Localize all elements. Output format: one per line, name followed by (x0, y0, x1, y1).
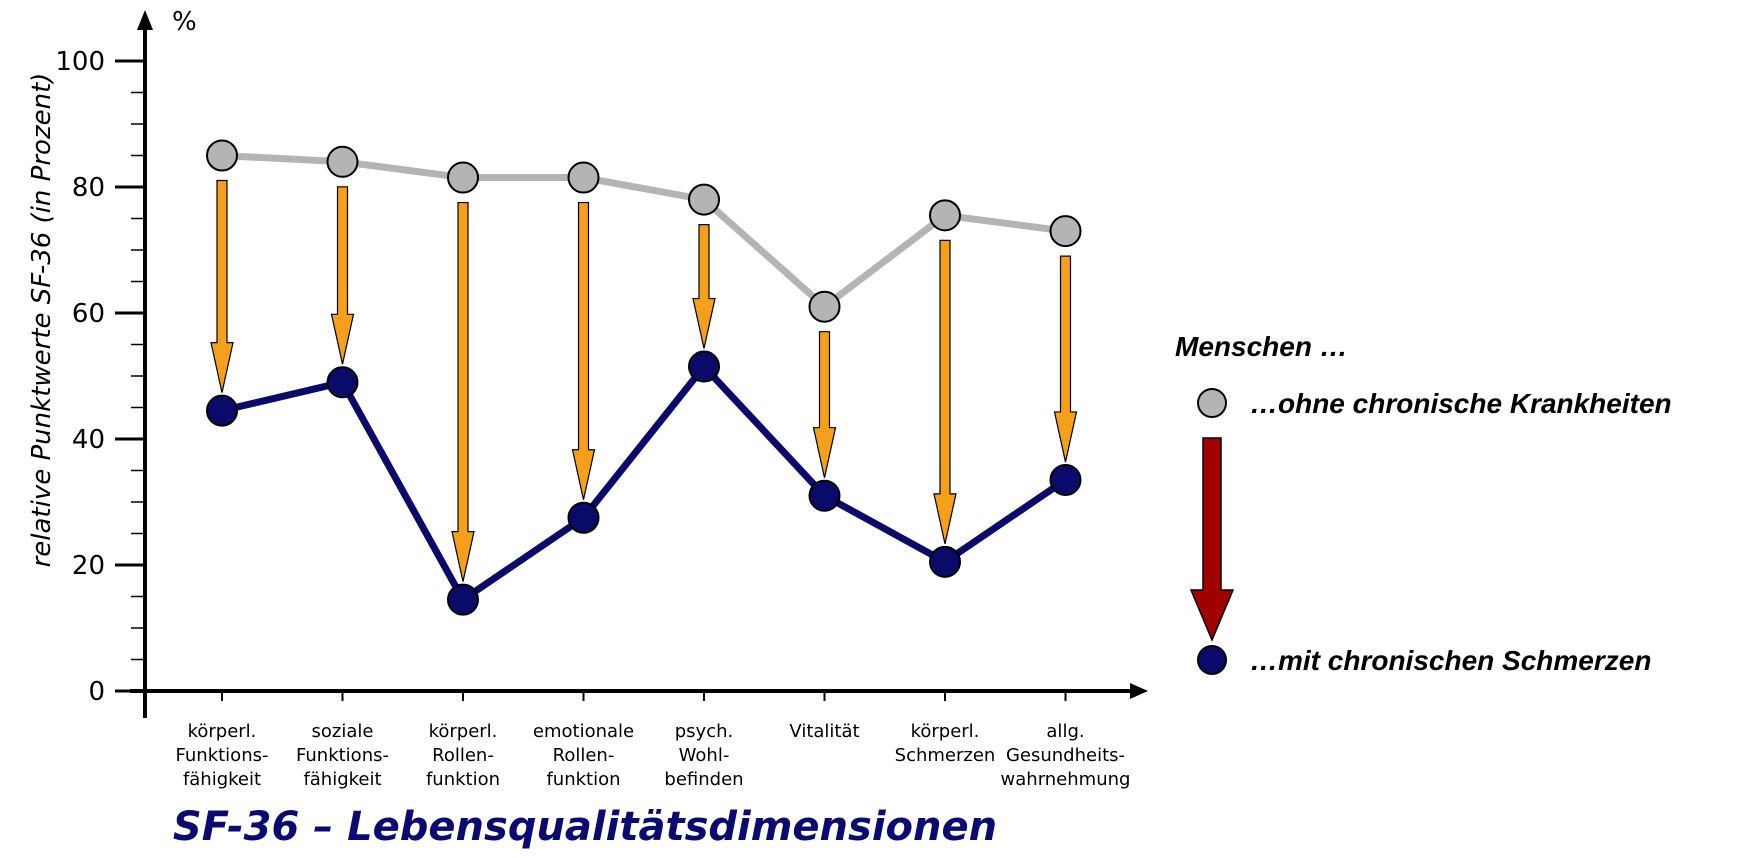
category-label-line: Funktions- (176, 745, 269, 766)
legend-marker-healthy (1197, 388, 1227, 418)
category-label-line: körperl. (911, 721, 980, 742)
legend-arrow (1189, 437, 1235, 642)
point-healthy (929, 199, 961, 232)
y-axis-label: relative Punktwerte SF-36 (in Prozent) (27, 73, 57, 568)
series-points (206, 139, 1082, 616)
point-pain (688, 350, 720, 383)
category-label-line: fähigkeit (303, 769, 381, 790)
category-label: soziale Funktions-fähigkeit (296, 721, 389, 790)
point-healthy (567, 161, 600, 194)
category-label: körperl. Schmerzen (895, 721, 996, 766)
category-label: körperl. Rollen-funktion (426, 721, 500, 790)
change-arrow (210, 179, 234, 393)
change-arrow (330, 186, 355, 365)
category-label-line: psych. (675, 721, 733, 742)
chart-title: SF-36 – Lebensqualitätsdimensionen (173, 804, 997, 850)
legend-label-pain: …mit chronischen Schmerzen (1250, 645, 1651, 676)
category-label-line: Funktions- (296, 745, 389, 766)
category-label-line: Wohl- (679, 745, 730, 766)
y-tick-label: 40 (72, 425, 105, 455)
category-labels: körperl. Funktions-fähigkeit soziale Funkti… (176, 721, 1131, 790)
y-unit-label: % (172, 7, 197, 37)
category-label-line: Schmerzen (895, 745, 996, 766)
category-label-line: Gesundheits- (1006, 745, 1125, 766)
y-axis-arrowhead (137, 10, 153, 30)
category-label-line: Rollen- (553, 745, 615, 766)
change-arrow (451, 201, 475, 582)
series-line-pain (221, 363, 1068, 604)
category-label-line: soziale (312, 721, 374, 742)
point-pain (567, 501, 600, 534)
legend: Menschen … …ohne chronische Krankheiten … (1175, 331, 1672, 676)
point-healthy (808, 290, 841, 323)
category-label-line: Rollen- (432, 745, 494, 766)
change-arrow (812, 331, 837, 478)
category-label-line: körperl. (429, 721, 498, 742)
category-label-line: allg. (1046, 721, 1084, 742)
category-label-line: befinden (664, 769, 743, 790)
point-pain (326, 366, 359, 399)
category-label-line: fähigkeit (183, 769, 261, 790)
category-label: körperl. Funktions-fähigkeit (176, 721, 269, 790)
point-pain (929, 545, 961, 578)
y-ticks: 0 20 40 60 80 100 (55, 47, 105, 707)
change-arrow (1053, 255, 1078, 463)
change-arrow (933, 239, 957, 544)
y-tick-label: 60 (72, 299, 105, 329)
x-axis-arrowhead (1130, 683, 1148, 699)
category-label-line: funktion (426, 769, 500, 790)
point-pain (1049, 463, 1082, 496)
legend-marker-pain (1197, 645, 1227, 675)
point-healthy (688, 183, 720, 216)
series-line-healthy (221, 152, 1066, 311)
point-pain (206, 394, 238, 427)
series-lines (221, 152, 1068, 604)
point-pain (447, 583, 479, 616)
category-label-line: Vitalität (789, 721, 859, 742)
change-arrows (210, 179, 1078, 582)
category-label-line: körperl. (188, 721, 257, 742)
y-tick-label: 20 (72, 551, 105, 581)
category-label: psych. Wohl-befinden (664, 721, 743, 790)
point-healthy (1049, 215, 1082, 248)
y-tick-label: 80 (72, 173, 105, 203)
category-label: allg. Gesundheits-wahrnehmung (1001, 721, 1131, 790)
category-label-line: wahrnehmung (1001, 769, 1131, 790)
point-healthy (206, 139, 238, 172)
category-label: Vitalität (789, 721, 859, 742)
change-arrow (692, 224, 716, 349)
legend-label-healthy: …ohne chronische Krankheiten (1250, 388, 1672, 419)
y-tick-label: 100 (55, 47, 105, 77)
legend-title: Menschen … (1175, 331, 1348, 362)
axes (115, 10, 1148, 718)
change-arrow (571, 201, 596, 500)
category-label-line: emotionale (533, 721, 634, 742)
point-pain (808, 479, 841, 512)
category-label: emotionale Rollen-funktion (533, 721, 634, 790)
category-label-line: funktion (546, 769, 620, 790)
y-tick-label: 0 (88, 677, 105, 707)
point-healthy (326, 145, 359, 178)
point-healthy (447, 161, 479, 194)
